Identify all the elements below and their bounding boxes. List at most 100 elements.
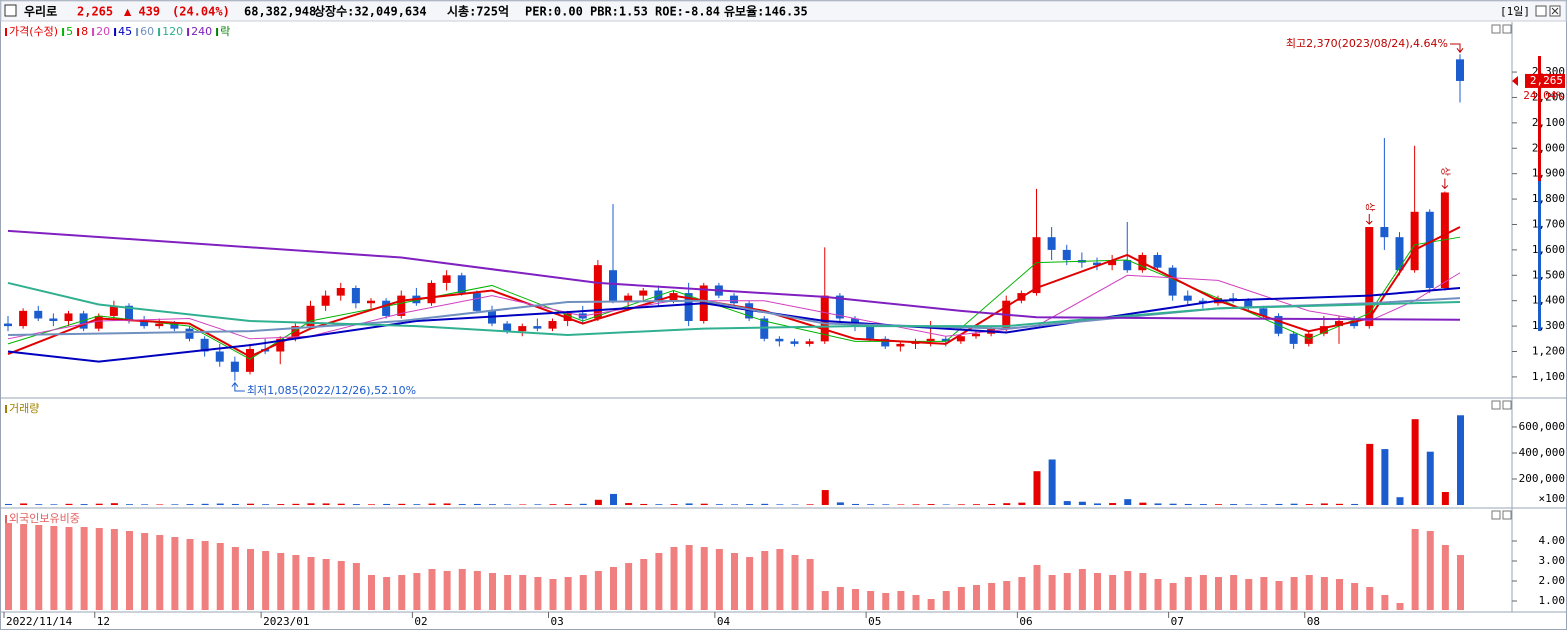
- bar: [35, 504, 43, 505]
- bar: [1063, 501, 1071, 505]
- bar: [489, 573, 496, 610]
- bar: [337, 561, 345, 610]
- bar: [700, 503, 708, 505]
- price-tag-label: 2,265: [1530, 74, 1563, 87]
- bar: [247, 549, 254, 610]
- x-tick-label: 06: [1019, 615, 1032, 628]
- bar: [1063, 573, 1071, 610]
- bar: [458, 569, 466, 610]
- bar: [670, 504, 678, 505]
- pane-button[interactable]: [1491, 400, 1501, 410]
- maximize-button[interactable]: [1535, 5, 1547, 17]
- y-tick-label: 1,500: [1532, 268, 1565, 281]
- low-annotation: 최저1,085(2022/12/26),52.10%: [247, 384, 416, 397]
- y-tick-label: 2,000: [1532, 141, 1565, 154]
- bar: [1275, 581, 1283, 610]
- bar: [1124, 499, 1132, 505]
- pane-button[interactable]: [1491, 510, 1501, 520]
- pane-button[interactable]: [1491, 24, 1501, 34]
- pbr: PBR:1.53: [590, 5, 648, 19]
- bar: [594, 571, 602, 610]
- legend-label: 5: [66, 25, 73, 38]
- bar: [1094, 573, 1101, 610]
- bar: [715, 504, 723, 505]
- bar: [231, 503, 239, 505]
- bar: [1033, 471, 1041, 505]
- candle-body: [185, 328, 194, 339]
- candle-body: [1047, 237, 1056, 250]
- candle-body: [775, 338, 784, 342]
- bar: [1003, 503, 1011, 505]
- candle-body: [1350, 321, 1359, 327]
- pane-buttons: [1491, 24, 1512, 520]
- candle-body: [367, 300, 375, 304]
- bar: [171, 504, 179, 505]
- bar: [1018, 502, 1026, 505]
- candle-body: [472, 293, 481, 311]
- candle-body: [1032, 237, 1041, 294]
- candle-body: [1062, 249, 1071, 261]
- bar: [1184, 577, 1192, 610]
- candle-body: [835, 295, 844, 319]
- bar: [141, 504, 149, 505]
- candle-body: [866, 326, 875, 339]
- bar: [1169, 583, 1177, 610]
- bar: [489, 504, 496, 505]
- bar: [1245, 504, 1253, 505]
- period-button[interactable]: [1일]: [1500, 4, 1530, 18]
- bar: [867, 504, 875, 505]
- listed-shares: 상장수:32,049,634: [314, 4, 427, 19]
- bar: [1199, 504, 1207, 505]
- bar: [110, 503, 118, 505]
- bar: [20, 524, 28, 610]
- bar: [80, 527, 88, 610]
- checkbox[interactable]: [4, 4, 17, 17]
- bar: [368, 504, 375, 505]
- bar: [80, 504, 88, 505]
- bar: [579, 575, 587, 610]
- bar: [20, 503, 28, 505]
- bar: [156, 535, 164, 610]
- pane-button[interactable]: [1502, 400, 1512, 410]
- candle-body: [215, 351, 224, 362]
- x-tick-label: 08: [1307, 615, 1320, 628]
- market-cap: 시총:725억: [447, 4, 509, 19]
- bar: [625, 563, 633, 610]
- limit-up-mark: 상: [1439, 167, 1451, 176]
- bar: [186, 539, 194, 610]
- bar: [640, 503, 648, 505]
- candle-body: [442, 275, 451, 283]
- candle-body: [1289, 333, 1298, 344]
- bar: [594, 499, 602, 505]
- candle-body: [820, 295, 829, 342]
- bar: [1396, 497, 1404, 505]
- bar: [549, 579, 557, 610]
- bar: [95, 528, 103, 610]
- candle-body: [4, 323, 12, 327]
- candle-body: [1108, 260, 1117, 266]
- bar: [1230, 575, 1238, 610]
- bar: [247, 503, 254, 505]
- pane-button[interactable]: [1502, 510, 1512, 520]
- candle-body: [669, 293, 678, 301]
- bar: [201, 541, 209, 610]
- candle-body: [19, 310, 28, 327]
- y-tick-label: 1,400: [1532, 294, 1565, 307]
- bar: [95, 503, 103, 505]
- bar: [126, 531, 133, 610]
- legend-swatch: [187, 28, 190, 36]
- candle-body: [382, 300, 391, 316]
- bar: [443, 503, 451, 505]
- bar: [1109, 503, 1117, 505]
- bar: [761, 503, 769, 505]
- legend-label: 락: [220, 25, 230, 38]
- pane-button[interactable]: [1502, 24, 1512, 34]
- candle-body: [336, 287, 345, 296]
- candle-body: [1319, 326, 1328, 334]
- bar: [398, 575, 406, 610]
- candle-body: [503, 323, 512, 332]
- bar: [1275, 503, 1283, 505]
- y-tick-label: 1,600: [1532, 243, 1565, 256]
- bar: [50, 504, 58, 505]
- bar: [1245, 579, 1253, 610]
